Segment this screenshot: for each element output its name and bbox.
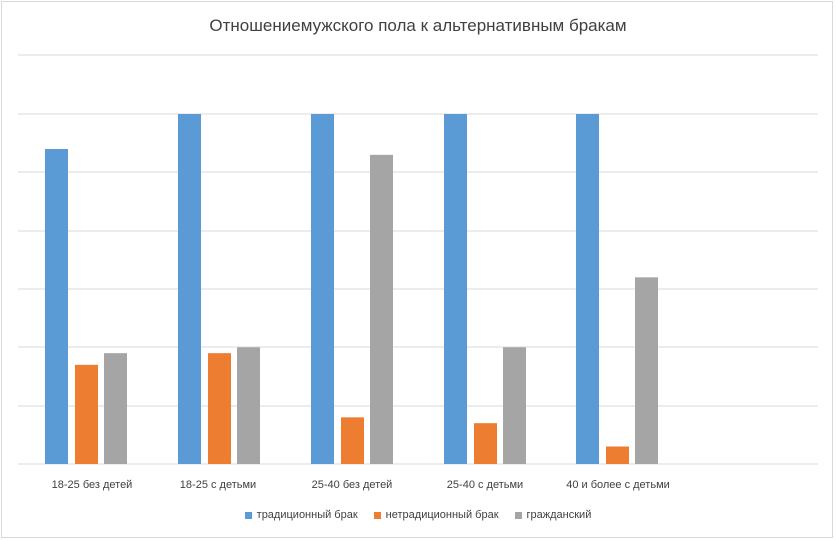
bar [104, 353, 127, 464]
bar [635, 277, 658, 464]
category-label: 40 и более с детьми [566, 479, 670, 491]
bar [503, 347, 526, 464]
bar [311, 114, 334, 464]
legend: традиционный брак нетрадиционный брак граж… [0, 509, 836, 521]
bar [370, 154, 393, 465]
gridlines [18, 54, 818, 465]
bar [45, 149, 68, 464]
legend-item: нетрадиционный брак [373, 509, 499, 521]
category-labels: 18-25 без детей 18-25 с детьми 25-40 без д… [52, 479, 670, 491]
chart-title: Отношениемужского пола к альтернативным … [209, 16, 627, 35]
legend-label: нетрадиционный брак [385, 509, 499, 521]
legend-swatch [373, 511, 381, 519]
bar [444, 114, 467, 464]
bar [208, 353, 231, 464]
category-label: 25-40 без детей [312, 479, 393, 491]
legend-item: традиционный брак [244, 509, 358, 521]
bar [576, 114, 599, 464]
legend-swatch [514, 511, 522, 519]
legend-label: традиционный брак [256, 509, 358, 521]
bar [237, 347, 260, 464]
bar [341, 417, 364, 464]
bar [178, 114, 201, 464]
bar [606, 446, 629, 464]
category-label: 18-25 без детей [52, 479, 133, 491]
bar [75, 364, 98, 464]
legend-label: гражданский [526, 509, 592, 521]
legend-item: гражданский [514, 509, 592, 521]
category-label: 18-25 с детьми [180, 479, 256, 491]
bars [45, 114, 658, 465]
legend-swatch [244, 511, 252, 519]
category-label: 25-40 с детьми [447, 479, 523, 491]
bar [474, 423, 497, 464]
